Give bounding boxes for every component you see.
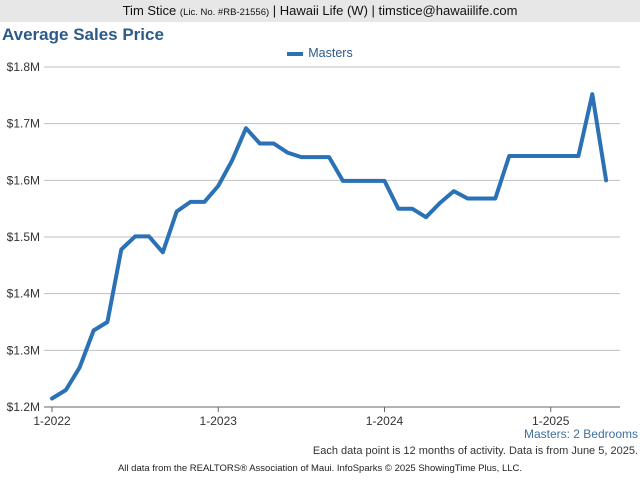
y-tick-label: $1.6M [7,173,40,187]
agent-name: Tim Stice [122,3,177,18]
company-email: | Hawaii Life (W) | timstice@hawaiilife.… [272,3,518,18]
data-footnote: Each data point is 12 months of activity… [312,445,638,457]
x-tick-label: 1-2025 [532,414,570,428]
x-tick-label: 1-2022 [33,414,71,428]
legend-label: Masters [308,46,353,60]
y-tick-label: $1.4M [7,287,40,301]
legend-swatch [287,51,304,56]
footer-credit: All data from the REALTORS® Association … [117,463,523,474]
y-tick-label: $1.7M [7,117,40,131]
x-tick-label: 1-2024 [366,414,404,428]
series-line-masters [50,92,609,401]
legend[interactable]: Masters [0,46,640,60]
header-bar: Tim Stice (Lic. No. #RB-21556) | Hawaii … [0,0,640,22]
chart-title: Average Sales Price [2,25,164,44]
chart-subtitle: Masters: 2 Bedrooms [523,427,638,441]
y-tick-label: $1.8M [7,60,40,74]
y-tick-label: $1.5M [7,230,40,244]
x-tick-label: 1-2023 [200,414,238,428]
y-tick-label: $1.3M [7,343,40,357]
y-tick-label: $1.2M [7,400,40,414]
license-number: (Lic. No. #RB-21556) [179,7,270,18]
